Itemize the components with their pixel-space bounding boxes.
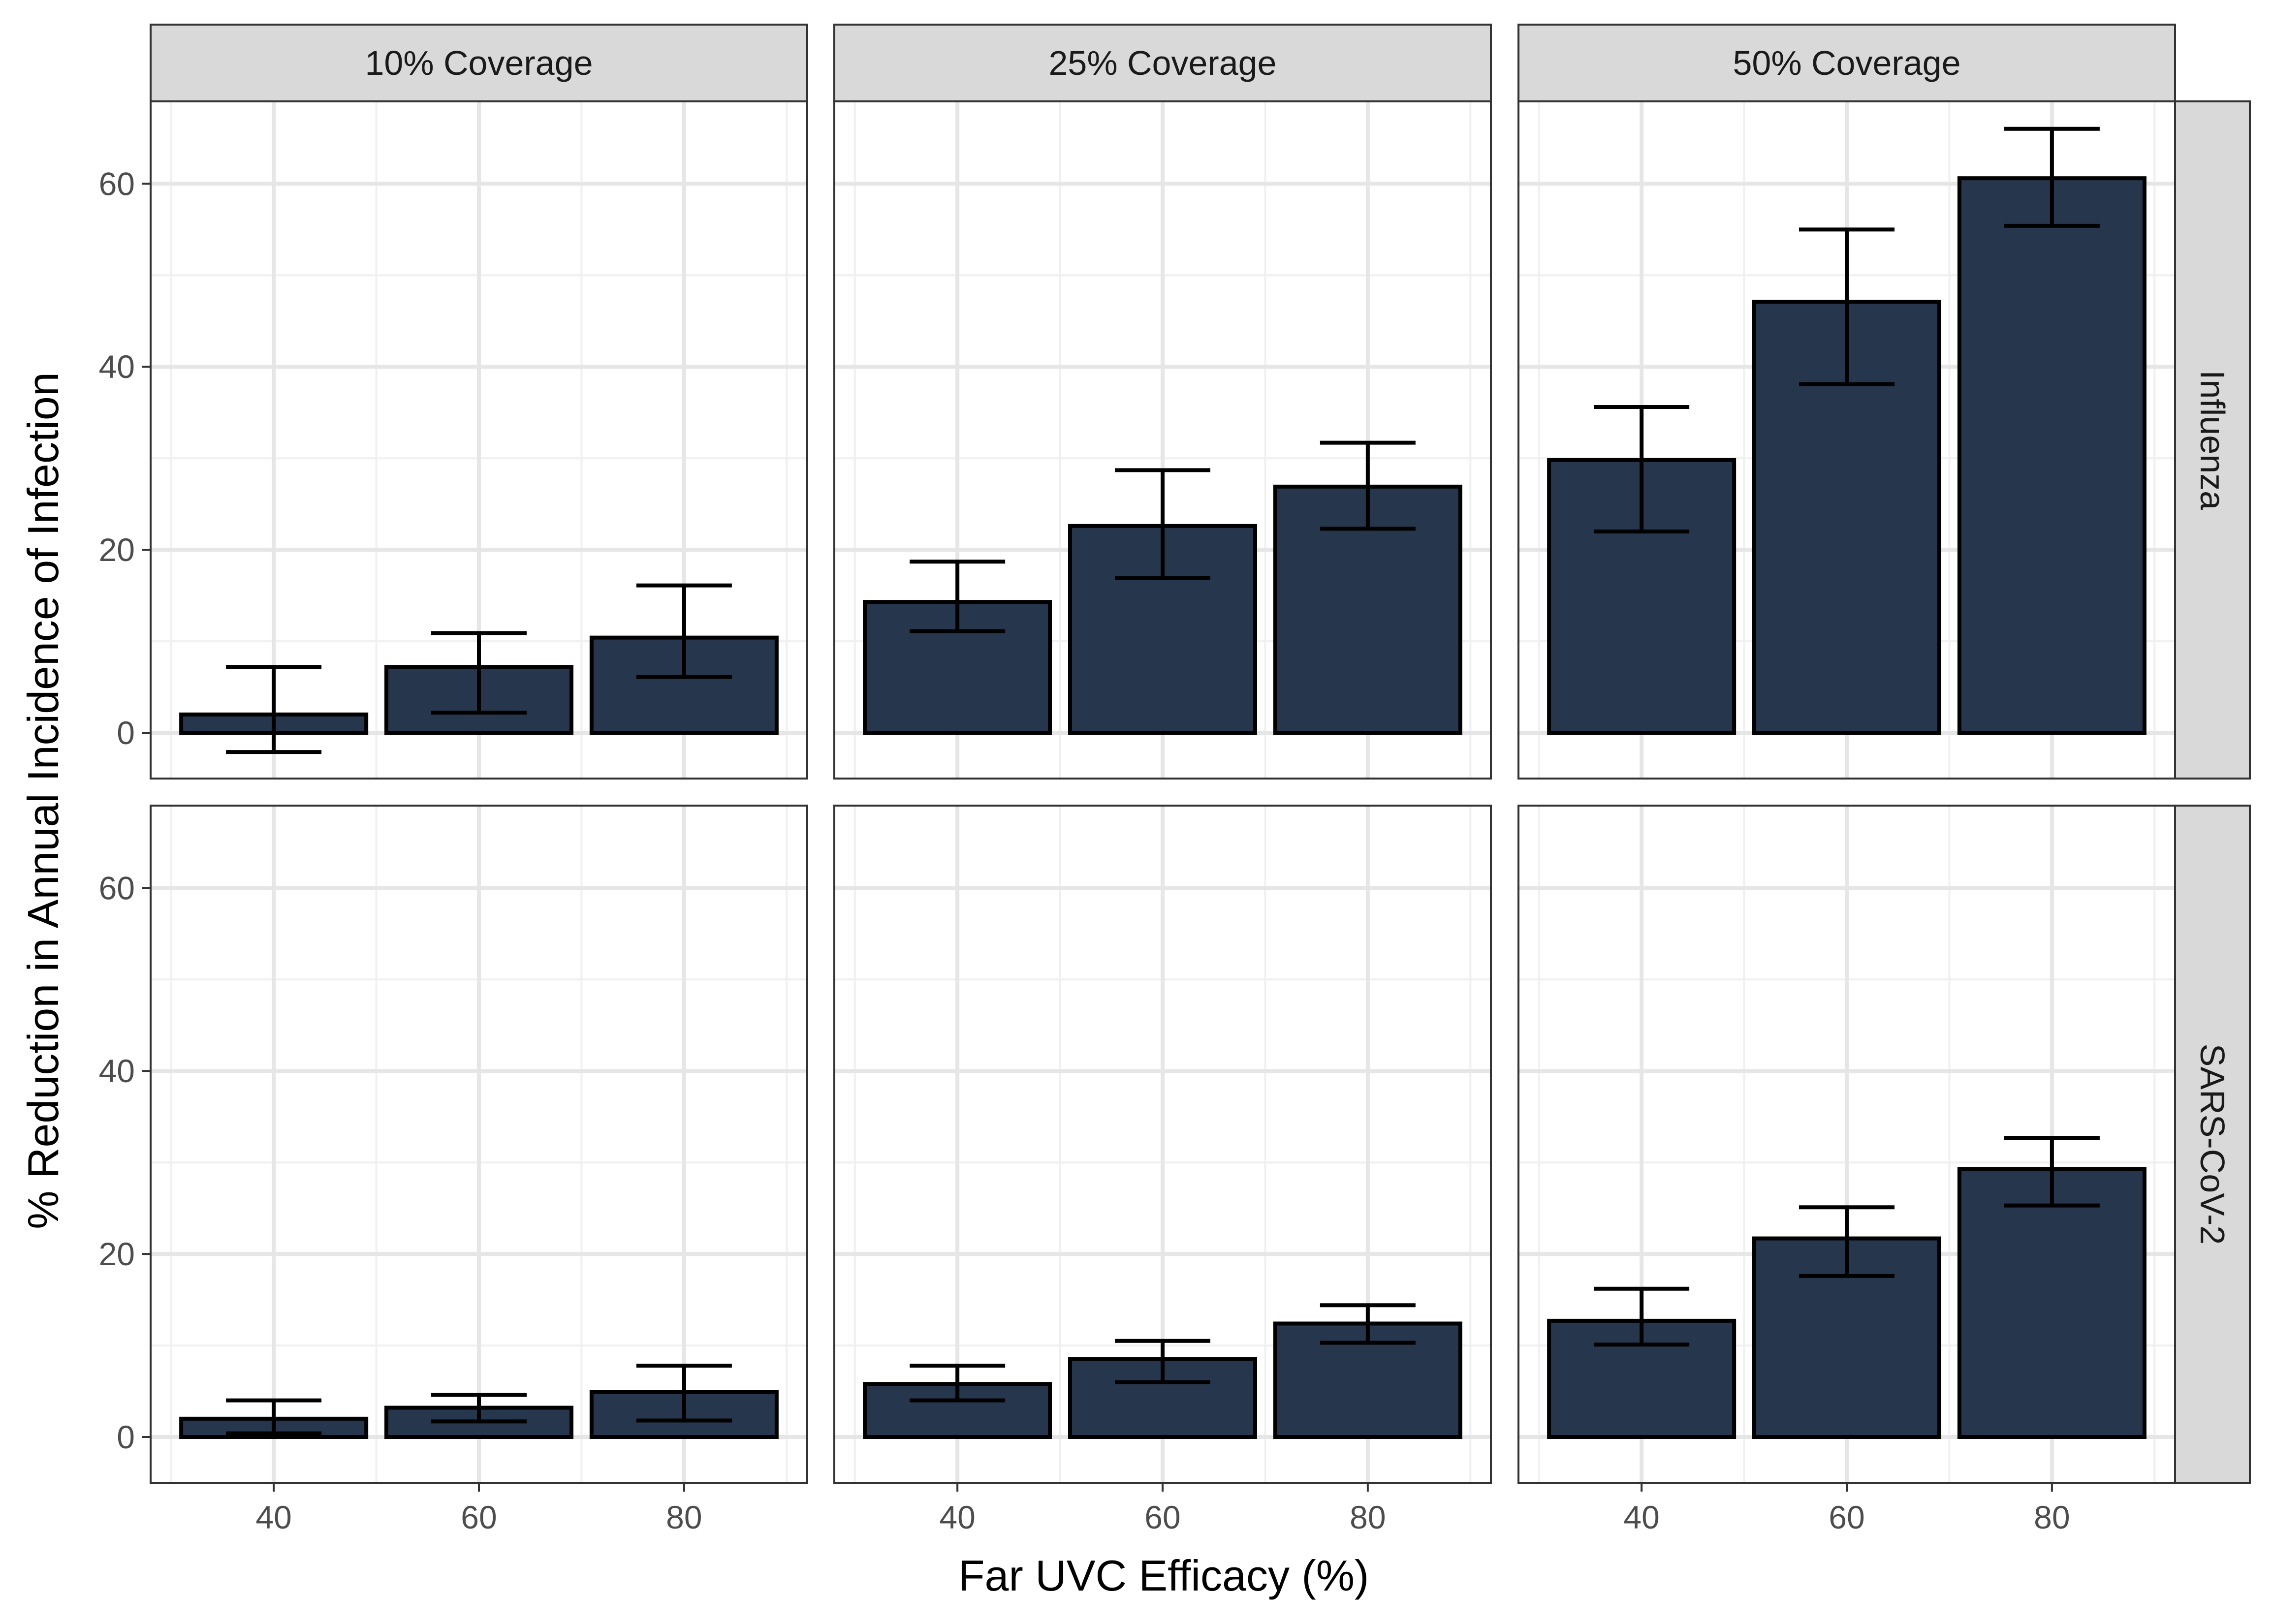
error-bar — [636, 583, 732, 679]
x-tick-label: 60 — [1144, 1499, 1180, 1535]
facet-strip-label: Influenza — [2193, 370, 2232, 510]
y-tick-label: 40 — [99, 1053, 135, 1089]
error-bar — [636, 1363, 732, 1423]
x-tick-label: 40 — [255, 1499, 291, 1535]
error-bar — [1115, 1339, 1210, 1384]
error-bar — [910, 560, 1006, 633]
error-bar — [910, 1363, 1006, 1403]
x-axis-title: Far UVC Efficacy (%) — [958, 1551, 1369, 1600]
y-tick-label: 60 — [99, 870, 135, 906]
x-tick-label: 40 — [939, 1499, 975, 1535]
error-bar — [431, 1393, 527, 1424]
error-bar — [226, 1398, 322, 1436]
x-tick-label: 80 — [666, 1499, 702, 1535]
panel-1-3 — [1517, 100, 2176, 780]
error-bar — [1320, 440, 1416, 531]
panels-layer: 10% Coverage 25% Coverage 50% Coverage Infl… — [99, 24, 2251, 1535]
panel-1-1 — [150, 100, 808, 780]
x-tick-label: 80 — [2034, 1499, 2070, 1535]
error-bar — [1799, 227, 1895, 386]
error-bar — [1594, 1286, 1690, 1347]
panel-2-2 — [833, 805, 1492, 1484]
error-bar — [2004, 126, 2100, 228]
x-tick-label: 60 — [461, 1499, 497, 1535]
facet-strip-top — [833, 24, 1492, 102]
panel-2-1 — [150, 805, 808, 1484]
facet-strip-right — [2174, 100, 2251, 780]
error-bar — [1799, 1205, 1895, 1278]
error-bar — [2004, 1135, 2100, 1208]
panel-1-2 — [833, 100, 1492, 780]
y-axis-title: % Reduction in Annual Incidence of Infec… — [19, 372, 67, 1229]
facet-strip-label: 25% Coverage — [1048, 44, 1276, 82]
facet-strip-right — [2174, 805, 2251, 1484]
facet-strip-top — [150, 24, 808, 102]
x-tick-label: 40 — [1623, 1499, 1659, 1535]
y-tick-label: 20 — [99, 1236, 135, 1272]
x-tick-label: 80 — [1350, 1499, 1386, 1535]
y-tick-label: 0 — [117, 715, 135, 751]
facet-strip-label: 10% Coverage — [365, 44, 593, 82]
error-bar — [1320, 1303, 1416, 1345]
y-tick-label: 0 — [117, 1419, 135, 1455]
error-bar — [431, 631, 527, 715]
error-bar — [1594, 405, 1690, 533]
bar — [1957, 176, 2147, 735]
y-tick-label: 40 — [99, 348, 135, 385]
panel-2-3 — [1517, 805, 2176, 1484]
x-tick-label: 60 — [1829, 1499, 1864, 1535]
error-bar — [226, 665, 322, 754]
facet-strip-top — [1517, 24, 2176, 102]
y-tick-label: 60 — [99, 165, 135, 202]
error-bar — [1115, 468, 1210, 580]
y-tick-label: 20 — [99, 531, 135, 568]
bar — [1957, 1167, 2147, 1439]
facet-strip-label: SARS-CoV-2 — [2193, 1044, 2232, 1245]
facet-strip-label: 50% Coverage — [1733, 44, 1960, 82]
